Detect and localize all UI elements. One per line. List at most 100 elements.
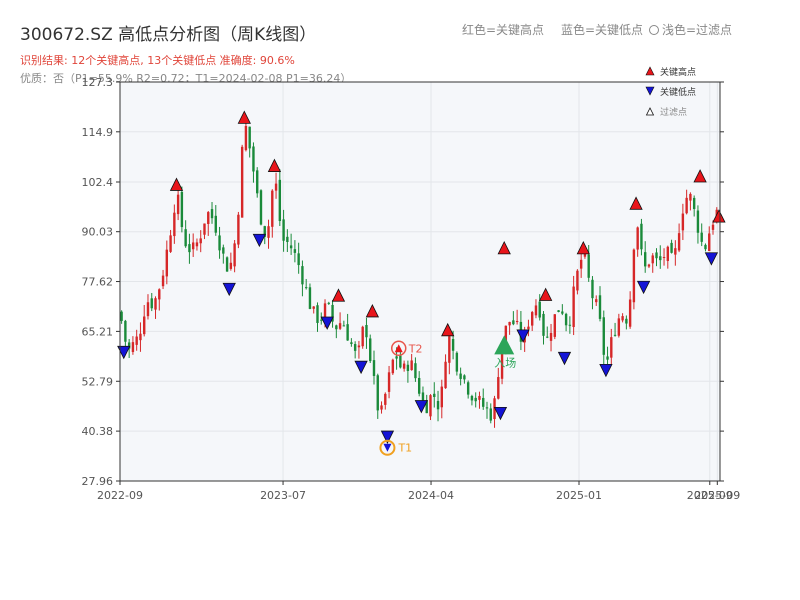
candle-body <box>203 223 206 235</box>
candle-body <box>301 266 304 285</box>
candle-body <box>304 287 308 289</box>
key-low-marker <box>516 329 530 343</box>
x-tick-label: 2022-09 <box>97 489 143 502</box>
key-low-marker <box>704 252 719 266</box>
candle-body <box>308 287 312 309</box>
candle-body <box>493 398 496 420</box>
candle-body <box>647 264 651 267</box>
candle-body <box>497 377 500 399</box>
candle-body <box>602 317 605 355</box>
legend-high-marker <box>645 66 655 76</box>
candle-body <box>207 212 210 224</box>
candle-body <box>384 393 387 405</box>
candle-body <box>286 236 289 242</box>
key-low-marker <box>320 316 334 330</box>
candle-body <box>271 190 274 227</box>
candle-body <box>210 209 214 219</box>
pivot-markers <box>117 110 726 444</box>
candle-body <box>421 392 425 401</box>
candle-body <box>289 245 293 249</box>
axes: 27.96 40.38 52.79 65.21 77.62 90.03 102.4 114.9… <box>82 76 741 502</box>
key-low-marker <box>222 282 236 297</box>
y-tick-label: 77.62 <box>82 276 114 289</box>
candle-body <box>259 190 263 225</box>
header-legend-red: 红色=关键高点 <box>462 23 545 37</box>
candle-body <box>632 249 636 303</box>
legend-filtered-marker <box>645 107 655 116</box>
candle-body <box>297 253 300 266</box>
candle-body <box>666 246 670 261</box>
candle-body <box>195 242 199 247</box>
candle-body <box>610 337 613 358</box>
candle-body <box>150 298 153 309</box>
candle-body <box>662 257 666 259</box>
candle-body <box>188 244 191 253</box>
candles <box>120 121 718 428</box>
candle-body <box>365 324 368 338</box>
candle-body <box>173 212 176 237</box>
candle-body <box>199 238 202 244</box>
candle-body <box>293 249 297 253</box>
y-tick-label: 65.21 <box>82 325 114 338</box>
candle-body <box>444 361 447 389</box>
candle-body <box>184 229 187 247</box>
candle-body <box>606 356 609 360</box>
y-tick-label: 90.03 <box>82 226 114 239</box>
candle-body <box>613 334 617 336</box>
candle-body <box>320 319 323 321</box>
candle-body <box>361 326 364 347</box>
candle-body <box>595 299 598 303</box>
y-tick-label: 40.38 <box>82 425 114 438</box>
candle-body <box>644 252 647 267</box>
candle-body <box>267 226 270 238</box>
candle-body <box>395 356 398 359</box>
candle-body <box>448 336 451 363</box>
candle-body <box>214 215 217 233</box>
candle-body <box>417 377 421 394</box>
key-high-marker <box>169 177 184 191</box>
candle-body <box>425 400 428 414</box>
candle-body <box>252 146 255 172</box>
candle-body <box>342 325 346 327</box>
candle-body <box>470 395 474 401</box>
candle-body <box>274 183 278 191</box>
candle-body <box>579 259 583 269</box>
candle-body <box>143 316 146 335</box>
candle-body <box>583 252 587 257</box>
header-legend-light: 浅色=过滤点 <box>649 21 732 38</box>
candle-body <box>696 210 700 233</box>
candle-body <box>127 342 131 349</box>
candle-body <box>621 316 624 321</box>
candle-body <box>674 248 677 255</box>
y-tick-label: 127.3 <box>82 76 114 89</box>
t2-label: T2 <box>408 342 423 355</box>
candle-body <box>399 355 402 368</box>
candle-body <box>711 224 715 230</box>
header-legend-light-text: 浅色=过滤点 <box>662 23 733 37</box>
candle-body <box>180 191 184 228</box>
candle-body <box>561 311 564 314</box>
candle-body <box>553 314 556 337</box>
candle-body <box>440 386 443 408</box>
candle-body <box>466 382 470 395</box>
key-high-marker <box>365 304 380 318</box>
candle-body <box>335 325 338 330</box>
candle-body <box>323 303 327 323</box>
y-tick-label: 27.96 <box>82 475 114 488</box>
x-tick-label: 2024-04 <box>408 489 454 502</box>
candle-body <box>689 193 692 201</box>
candle-body <box>369 338 372 362</box>
candle-body <box>576 270 579 291</box>
candle-body <box>636 227 639 250</box>
candle-body <box>485 407 489 409</box>
candle-body <box>542 313 545 336</box>
candle-body <box>512 320 515 325</box>
candle-body <box>146 302 150 317</box>
candle-body <box>218 235 221 251</box>
key-high-marker <box>441 322 455 337</box>
candle-body <box>538 301 541 318</box>
special-annotations: T1 T2 入场 <box>379 335 516 456</box>
candle-body <box>681 213 685 231</box>
candle-body <box>169 235 172 252</box>
